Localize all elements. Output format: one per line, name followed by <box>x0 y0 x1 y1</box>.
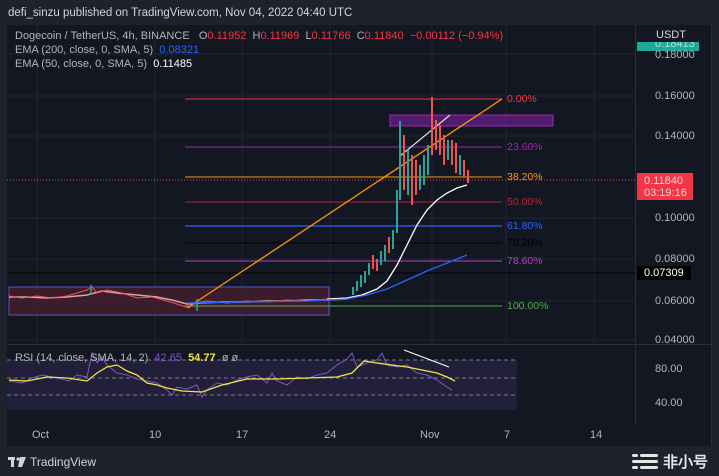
candle-countdown: 03:19:16 <box>644 187 687 199</box>
symbol-name: Dogecoin / TetherUS, 4h, BINANCE <box>15 30 190 42</box>
legend-ema50-row[interactable]: EMA (50, close, 0, SMA, 5) 0.11485 <box>15 57 503 71</box>
rsi-pane[interactable]: RSI (14, close, SMA, 14, 2) 42.65 54.77 … <box>7 344 712 424</box>
change-value: −0.00112 (−0.94%) <box>409 30 504 42</box>
legend-ema200-row[interactable]: EMA (200, close, 0, SMA, 5) 0.08321 <box>15 43 503 57</box>
time-tick: 24 <box>324 429 337 441</box>
current-price-badge: 0.11840 03:19:16 <box>637 173 693 200</box>
time-axis[interactable]: Oct 10 17 24 Nov 7 14 <box>7 423 712 446</box>
price-tick: 0.16000 <box>655 90 695 102</box>
current-price: 0.11840 <box>644 175 683 187</box>
fib-label-38.2: 38.20% <box>507 171 543 183</box>
chart-legend: Dogecoin / TetherUS, 4h, BINANCE O0.1195… <box>15 29 503 71</box>
price-tick: 0.06000 <box>655 295 695 307</box>
legend-symbol-row[interactable]: Dogecoin / TetherUS, 4h, BINANCE O0.1195… <box>15 29 503 43</box>
ema50-value: 0.11485 <box>153 58 193 70</box>
fib-label-23.6: 23.60% <box>507 141 543 153</box>
rsi-axis[interactable]: 80.00 40.00 <box>635 345 712 424</box>
rsi-legend[interactable]: RSI (14, close, SMA, 14, 2) 42.65 54.77 … <box>15 352 238 364</box>
rsi-hidden-values-icon: ø ø <box>221 352 239 364</box>
ema200-value: 0.08321 <box>159 44 200 56</box>
time-tick: 14 <box>590 429 603 441</box>
watermark-text: 非小号 <box>663 454 709 471</box>
fib-label-0: 0.00% <box>507 93 537 105</box>
high-value: 0.11969 <box>260 30 300 42</box>
price-chart-canvas <box>7 25 635 343</box>
open-label: O <box>198 30 208 42</box>
price-tick: 0.04000 <box>655 334 695 346</box>
ema200-label: EMA (200, close, 0, SMA, 5) <box>15 44 154 56</box>
rsi-chart-canvas <box>7 349 517 410</box>
time-tick: Nov <box>420 429 440 441</box>
close-value: 0.11840 <box>364 30 404 42</box>
marker-price-badge: 0.07309 <box>637 266 691 280</box>
rsi-sma-value: 54.77 <box>188 352 216 364</box>
fib-label-100: 100.00% <box>507 300 549 312</box>
time-tick: 7 <box>504 429 511 441</box>
fib-label-50: 50.00% <box>507 196 543 208</box>
time-tick: Oct <box>32 429 50 441</box>
price-pane[interactable]: 0.00% 23.60% 38.20% 50.00% 61.80% 70.20%… <box>7 25 712 346</box>
rsi-tick: 40.00 <box>655 397 683 409</box>
rsi-label: RSI (14, close, SMA, 14, 2) <box>15 352 149 364</box>
publisher-attribution: defi_sinzu published on TradingView.com,… <box>8 7 353 19</box>
price-axis[interactable]: USDT 0.18413 0.18000 0.16000 0.14000 0.1… <box>635 25 712 346</box>
ema50-label: EMA (50, close, 0, SMA, 5) <box>15 58 148 70</box>
price-tick: 0.18000 <box>655 49 695 61</box>
fib-label-61.8: 61.80% <box>507 220 543 232</box>
watermark: 非小号 <box>632 451 708 472</box>
time-tick: 17 <box>236 429 249 441</box>
rsi-tick: 80.00 <box>655 363 683 375</box>
fib-label-70.2: 70.20% <box>507 237 543 249</box>
close-label: C <box>356 30 365 42</box>
price-tick: 0.14000 <box>655 130 695 142</box>
low-label: L <box>305 30 312 42</box>
tradingview-logo[interactable]: TradingView <box>8 455 96 469</box>
price-tick: 0.08000 <box>655 253 695 265</box>
tradingview-logo-icon <box>8 457 26 467</box>
open-value: 0.11952 <box>207 30 247 42</box>
chart-frame: 0.00% 23.60% 38.20% 50.00% 61.80% 70.20%… <box>7 25 712 446</box>
top-price-tag: 0.18413 <box>637 42 699 51</box>
rsi-value: 42.65 <box>154 352 182 364</box>
high-label: H <box>252 30 261 42</box>
time-tick: 10 <box>149 429 162 441</box>
fib-label-78.6: 78.60% <box>507 255 543 267</box>
currency-label[interactable]: USDT <box>656 29 686 41</box>
watermark-logo-icon <box>632 453 658 469</box>
price-tick: 0.10000 <box>655 212 695 224</box>
tradingview-brand: TradingView <box>30 455 97 469</box>
low-value: 0.11766 <box>311 30 351 42</box>
